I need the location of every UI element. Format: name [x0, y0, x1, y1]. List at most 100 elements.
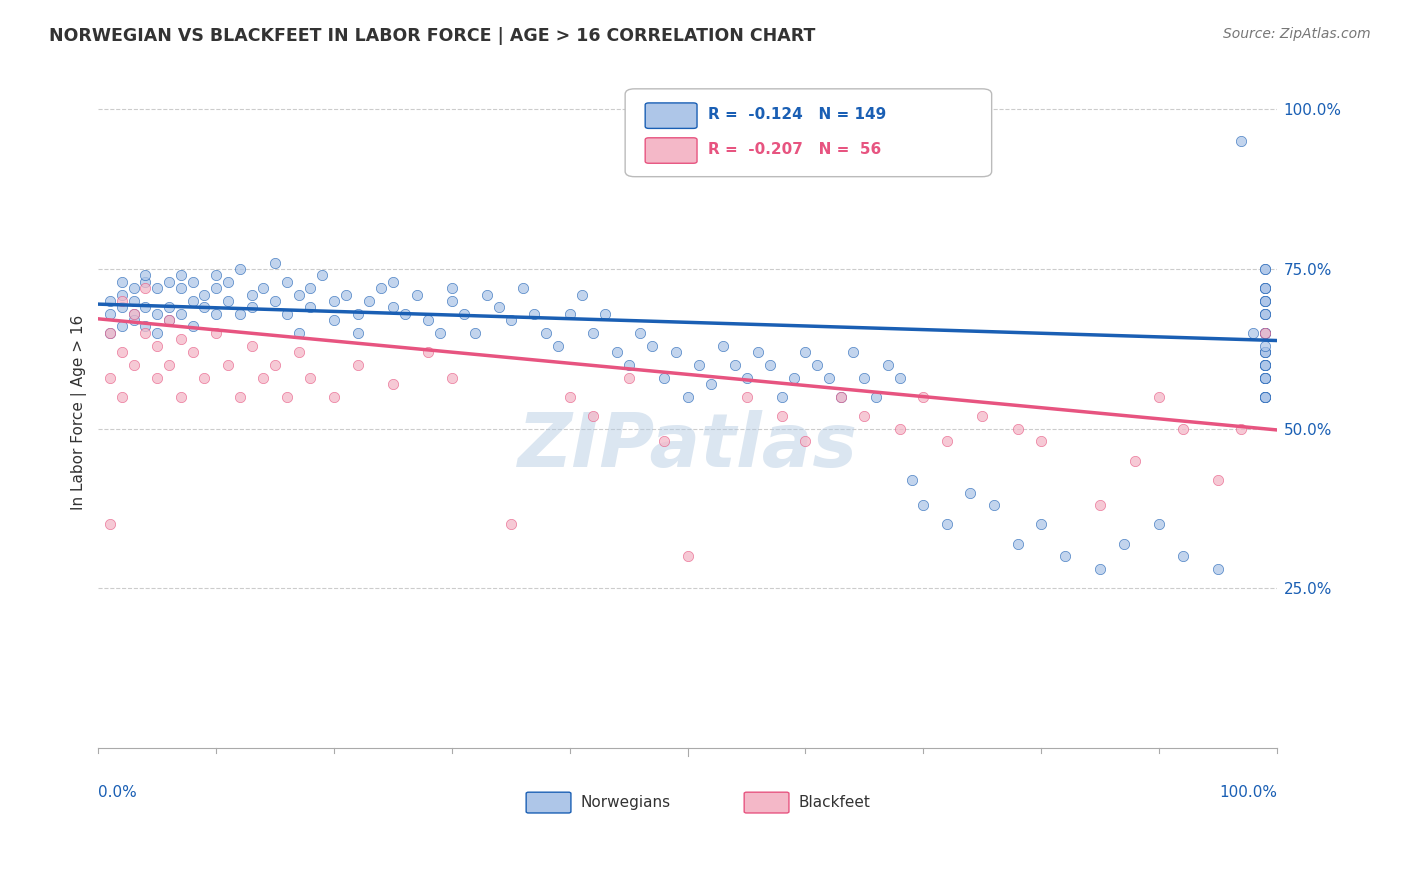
Point [1254, 390, 1277, 404]
Point [122, 313, 145, 327]
Point [770, 390, 793, 404]
Point [665, 345, 688, 359]
Point [1254, 345, 1277, 359]
Point [98, 307, 121, 321]
Point [606, 345, 628, 359]
Point [935, 517, 957, 532]
Point [335, 287, 357, 301]
Point [547, 338, 569, 352]
Point [276, 275, 298, 289]
Point [1254, 390, 1277, 404]
Point [652, 370, 675, 384]
Point [877, 358, 900, 372]
Point [134, 326, 156, 340]
Point [1254, 293, 1277, 308]
Point [276, 390, 298, 404]
Y-axis label: In Labor Force | Age > 16: In Labor Force | Age > 16 [72, 315, 87, 510]
Point [146, 326, 169, 340]
Point [1254, 307, 1277, 321]
Point [935, 434, 957, 449]
Point [323, 313, 346, 327]
Point [1254, 281, 1277, 295]
Point [181, 345, 204, 359]
Point [806, 358, 828, 372]
Point [1254, 293, 1277, 308]
Point [299, 370, 322, 384]
Point [652, 434, 675, 449]
Point [440, 281, 463, 295]
Point [1254, 358, 1277, 372]
Point [558, 390, 581, 404]
Point [1254, 390, 1277, 404]
Point [1230, 422, 1253, 436]
Point [1254, 326, 1277, 340]
Point [264, 358, 287, 372]
Point [134, 301, 156, 315]
Point [1112, 536, 1135, 550]
Point [1254, 358, 1277, 372]
Point [1254, 390, 1277, 404]
Point [889, 422, 911, 436]
Point [429, 326, 451, 340]
Point [889, 370, 911, 384]
Point [582, 409, 605, 423]
Point [1147, 390, 1170, 404]
Point [1254, 345, 1277, 359]
Point [1254, 262, 1277, 277]
Point [311, 268, 333, 283]
Point [229, 262, 252, 277]
Point [205, 268, 228, 283]
Point [217, 275, 239, 289]
Point [1206, 473, 1229, 487]
Point [1254, 370, 1277, 384]
Point [1254, 326, 1277, 340]
Point [1254, 281, 1277, 295]
Point [170, 390, 193, 404]
Point [146, 307, 169, 321]
Point [1254, 345, 1277, 359]
Point [181, 319, 204, 334]
Text: Norwegians: Norwegians [581, 795, 671, 810]
Point [346, 358, 368, 372]
Point [170, 268, 193, 283]
Point [959, 485, 981, 500]
Point [1031, 517, 1053, 532]
Point [1007, 422, 1029, 436]
Point [818, 370, 841, 384]
Point [1254, 281, 1277, 295]
Point [759, 358, 782, 372]
Point [735, 370, 758, 384]
Point [381, 275, 404, 289]
Point [181, 293, 204, 308]
Point [853, 370, 876, 384]
Point [1206, 562, 1229, 576]
Point [630, 326, 652, 340]
Point [146, 338, 169, 352]
Point [912, 390, 935, 404]
Point [464, 326, 486, 340]
Point [477, 287, 499, 301]
Point [193, 301, 215, 315]
Point [841, 345, 863, 359]
Point [972, 409, 994, 423]
Point [134, 268, 156, 283]
Point [264, 293, 287, 308]
Point [747, 345, 769, 359]
Point [688, 358, 710, 372]
Point [111, 287, 134, 301]
Point [453, 307, 475, 321]
Point [205, 307, 228, 321]
Text: ZIPatlas: ZIPatlas [517, 409, 858, 483]
Point [418, 345, 440, 359]
Text: Blackfeet: Blackfeet [799, 795, 870, 810]
Point [122, 307, 145, 321]
Point [700, 376, 723, 391]
Point [1125, 453, 1147, 467]
Point [1031, 434, 1053, 449]
Point [794, 345, 817, 359]
Point [98, 293, 121, 308]
Point [1254, 358, 1277, 372]
Point [111, 301, 134, 315]
Point [735, 390, 758, 404]
Point [770, 409, 793, 423]
